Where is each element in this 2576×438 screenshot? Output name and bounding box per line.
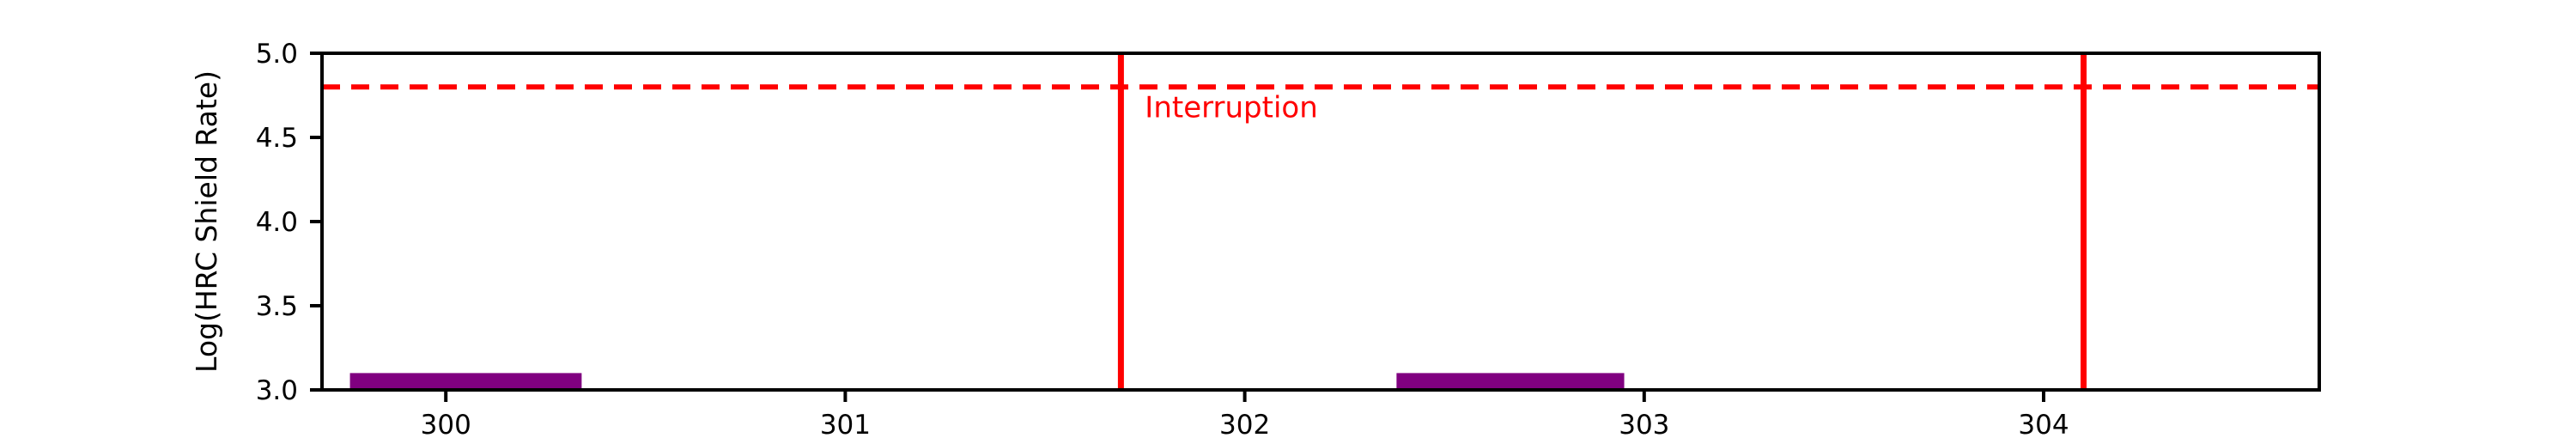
shield-rate-bar [349, 373, 582, 390]
y-tick-label: 4.0 [256, 207, 298, 238]
x-tick-label: 301 [820, 410, 871, 438]
y-axis-label: Log(HRC Shield Rate) [190, 70, 223, 373]
x-tick-label: 300 [421, 410, 471, 438]
x-tick-label: 302 [1219, 410, 1270, 438]
x-tick-label: 304 [2018, 410, 2069, 438]
shield-rate-bar [1396, 373, 1625, 390]
x-tick-label: 303 [1619, 410, 1669, 438]
y-tick-label: 3.0 [256, 375, 298, 406]
y-tick-label: 5.0 [256, 39, 298, 70]
interruption-label: Interruption [1145, 90, 1317, 125]
y-tick-label: 4.5 [256, 123, 298, 154]
y-tick-label: 3.5 [256, 291, 298, 322]
